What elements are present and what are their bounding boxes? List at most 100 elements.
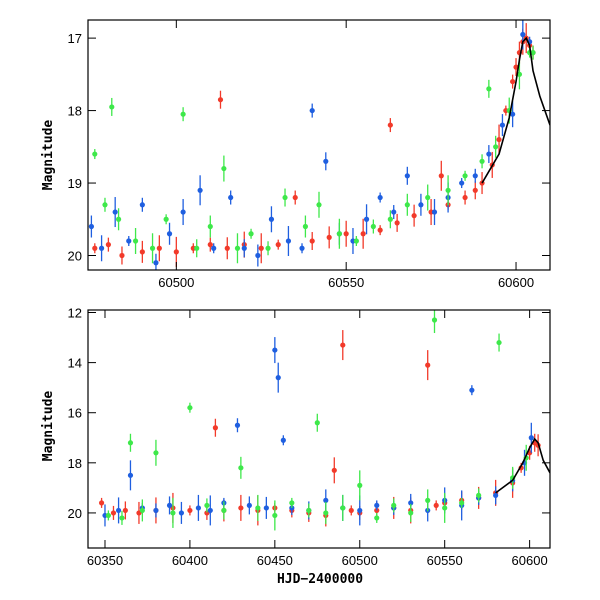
data-point-blue — [228, 194, 234, 201]
data-point-red — [309, 238, 315, 244]
data-point-green — [153, 450, 159, 456]
data-point-red — [119, 252, 125, 259]
data-point-blue — [211, 245, 217, 251]
data-point-green — [255, 505, 261, 511]
data-point-blue — [139, 202, 145, 208]
data-point-blue — [272, 347, 278, 353]
data-point-blue — [404, 173, 410, 179]
data-point-red — [331, 467, 337, 473]
data-point-blue — [234, 422, 241, 428]
data-point-red — [217, 97, 224, 103]
data-point-blue — [246, 502, 252, 509]
data-point-blue — [486, 151, 492, 157]
data-point-blue — [431, 209, 438, 215]
data-point-green — [221, 165, 227, 172]
data-point-red — [212, 425, 218, 431]
data-point-green — [265, 245, 271, 251]
data-point-blue — [309, 107, 315, 114]
data-point-blue — [469, 387, 475, 393]
data-point-green — [404, 202, 410, 208]
x-tick-label: 60400 — [172, 553, 208, 568]
data-point-green — [479, 158, 485, 164]
data-point-green — [234, 245, 241, 251]
data-point-blue — [391, 209, 397, 215]
data-point-red — [411, 213, 417, 219]
data-point-red — [110, 510, 117, 516]
x-tick-label: 60450 — [257, 553, 293, 568]
data-point-green — [425, 194, 431, 201]
data-point-green — [248, 231, 254, 237]
data-point-blue — [472, 173, 478, 179]
data-point-red — [156, 245, 162, 251]
data-point-blue — [180, 209, 186, 215]
data-point-green — [493, 144, 499, 150]
data-point-blue — [493, 492, 499, 498]
data-point-blue — [289, 505, 295, 511]
data-point-green — [442, 505, 448, 511]
data-point-green — [149, 245, 156, 251]
x-tick-label: 60350 — [87, 553, 123, 568]
data-point-red — [187, 507, 193, 514]
data-point-green — [302, 223, 309, 230]
data-point-blue — [374, 502, 380, 509]
data-point-green — [180, 111, 186, 117]
data-point-green — [207, 223, 213, 230]
data-point-blue — [207, 507, 213, 514]
data-point-green — [431, 317, 438, 323]
data-point-blue — [323, 158, 329, 164]
data-point-blue — [418, 202, 424, 208]
data-point-green — [336, 231, 342, 237]
data-point-green — [425, 497, 431, 503]
data-point-red — [438, 173, 444, 179]
data-point-blue — [127, 472, 134, 478]
data-point-green — [353, 238, 359, 244]
data-point-red — [496, 136, 502, 143]
data-point-blue — [126, 238, 132, 244]
data-point-green — [289, 500, 295, 506]
data-point-green — [374, 515, 380, 521]
data-point-green — [127, 440, 134, 446]
data-point-green — [109, 104, 115, 110]
data-point-green — [170, 510, 176, 516]
data-point-blue — [377, 194, 383, 201]
data-point-green — [530, 50, 536, 56]
bottom-panel: 60350 60400 60450 60500 60550 60600 12 14 16 18 20… — [41, 306, 551, 587]
data-point-blue — [241, 245, 247, 251]
data-point-green — [132, 238, 139, 244]
data-point-blue — [499, 122, 506, 128]
data-point-green — [102, 202, 108, 208]
data-point-green — [119, 515, 125, 521]
top-panel: 60500 60550 60600 17 18 19 20 Magnitude — [41, 19, 551, 290]
data-point-green — [92, 151, 98, 157]
data-point-blue — [520, 31, 526, 38]
data-point-blue — [153, 260, 159, 266]
data-point-red — [387, 122, 393, 128]
y-tick-label: 20 — [68, 249, 82, 264]
data-point-green — [194, 245, 200, 251]
y-tick-label: 17 — [68, 31, 82, 46]
x-tick-label: 60550 — [328, 275, 364, 290]
data-point-green — [476, 492, 482, 498]
data-point-green — [408, 510, 414, 516]
y-tick-label: 14 — [68, 356, 82, 371]
model-curve — [481, 36, 550, 184]
top-y-axis-title: Magnitude — [41, 120, 56, 191]
data-point-blue — [115, 507, 122, 514]
data-point-green — [238, 465, 244, 471]
x-tick-label: 60600 — [512, 553, 548, 568]
panel-1-data-layer — [98, 310, 550, 531]
data-point-red — [374, 507, 380, 514]
y-tick-label: 18 — [68, 456, 82, 471]
data-point-green — [282, 194, 288, 201]
data-point-red — [173, 249, 179, 255]
model-curve — [495, 437, 550, 494]
data-point-red — [343, 231, 349, 237]
data-point-red — [238, 505, 244, 511]
data-point-green — [445, 187, 451, 193]
data-point-green — [496, 339, 502, 346]
panel-0-frame — [87, 19, 551, 271]
data-point-red — [258, 245, 264, 251]
data-point-blue — [197, 187, 203, 193]
data-point-green — [459, 500, 465, 506]
